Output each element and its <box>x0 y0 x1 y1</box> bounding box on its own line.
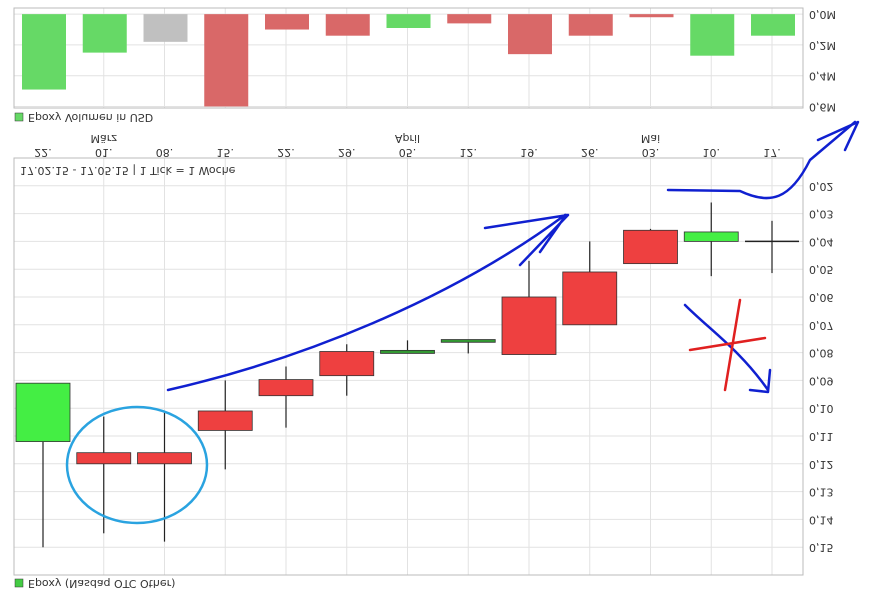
y-tick-label: 0,14 <box>809 513 834 526</box>
x-tick-label: 22. <box>277 146 295 159</box>
plot-frame <box>13 7 804 109</box>
volume-bar <box>265 14 309 30</box>
candle-body <box>76 452 132 465</box>
candle-body <box>319 351 375 377</box>
plot-frame <box>13 157 804 576</box>
candle-body <box>258 379 314 397</box>
candle-body <box>562 271 618 326</box>
volume-bar <box>751 14 795 36</box>
y-tick-label: 0,2M <box>809 39 836 52</box>
y-tick-label: 0,09 <box>809 374 834 387</box>
volume-bar <box>22 14 66 90</box>
x-tick-label: 26. <box>581 146 599 159</box>
y-tick-label: 0,15 <box>809 541 834 554</box>
y-tick-label: 0,0M <box>809 8 836 21</box>
cross-mark <box>688 298 767 392</box>
y-tick-label: 0,10 <box>809 402 834 415</box>
highlight-circle <box>65 405 209 525</box>
volume-bar <box>508 14 552 55</box>
chart-body: 0,02 0,03 0,04 0,05 0,06 0,07 0,08 0,09 0,10 0,11… <box>13 7 836 590</box>
x-tick-label: 08. <box>156 146 174 159</box>
candle-body <box>501 296 557 355</box>
y-tick-label: 0,12 <box>809 458 834 471</box>
candle-body <box>380 349 435 354</box>
trend-arrow <box>166 213 570 392</box>
annotations <box>65 120 860 525</box>
candle-body <box>197 410 253 431</box>
x-tick-label: 29. <box>338 146 356 159</box>
x-tick-label: 12. <box>460 146 478 159</box>
y-tick-label: 0,13 <box>809 486 834 499</box>
volume-bar <box>204 14 249 107</box>
candle-body <box>683 231 739 242</box>
volume-bar <box>386 14 431 28</box>
y-tick-label: 0,03 <box>809 208 834 221</box>
period-label: 17.02.15 - 17.05.15 | 1 Tick = 1 Woche <box>20 164 236 177</box>
x-tick-label: 03. <box>642 146 660 159</box>
month-label: März <box>90 132 117 145</box>
volume-bar <box>629 14 674 18</box>
x-tick-label: 05. <box>399 146 417 159</box>
volume-bar <box>82 14 127 53</box>
candle-body <box>623 229 678 265</box>
volume-bar <box>568 14 613 36</box>
y-tick-label: 0,02 <box>809 180 834 193</box>
x-tick-label: 10. <box>703 146 721 159</box>
y-tick-label: 0,06 <box>809 291 834 304</box>
month-label: Mai <box>641 132 660 145</box>
y-tick-label: 0,6M <box>809 100 836 113</box>
trend-arrow <box>666 120 860 200</box>
y-tick-label: 0,04 <box>809 235 834 248</box>
x-tick-label: 17. <box>763 146 781 159</box>
month-label: April <box>395 132 420 145</box>
y-tick-label: 0,05 <box>809 263 834 276</box>
candle-body <box>137 452 192 465</box>
volume-bar <box>447 14 492 24</box>
legend-label: Epoxy Volumen in USD <box>28 111 153 124</box>
candle-body <box>15 382 71 442</box>
legend-swatch <box>14 112 24 122</box>
legend-label: Epoxy (Nasdaq OTC Other) <box>28 577 175 590</box>
legend-swatch <box>14 578 24 588</box>
x-tick-label: 19. <box>520 146 538 159</box>
y-tick-label: 0,07 <box>809 319 834 332</box>
x-tick-label: 15. <box>217 146 235 159</box>
y-tick-label: 0,11 <box>809 430 834 443</box>
x-tick-label: 22. <box>34 146 52 159</box>
y-tick-label: 0,4M <box>809 70 836 83</box>
candle-body <box>440 339 496 343</box>
x-tick-label: 01. <box>95 146 113 159</box>
volume-bar <box>325 14 370 36</box>
volume-bar <box>690 14 735 56</box>
y-tick-label: 0,08 <box>809 347 834 360</box>
down-arrow <box>683 303 772 394</box>
volume-bar <box>143 14 188 42</box>
